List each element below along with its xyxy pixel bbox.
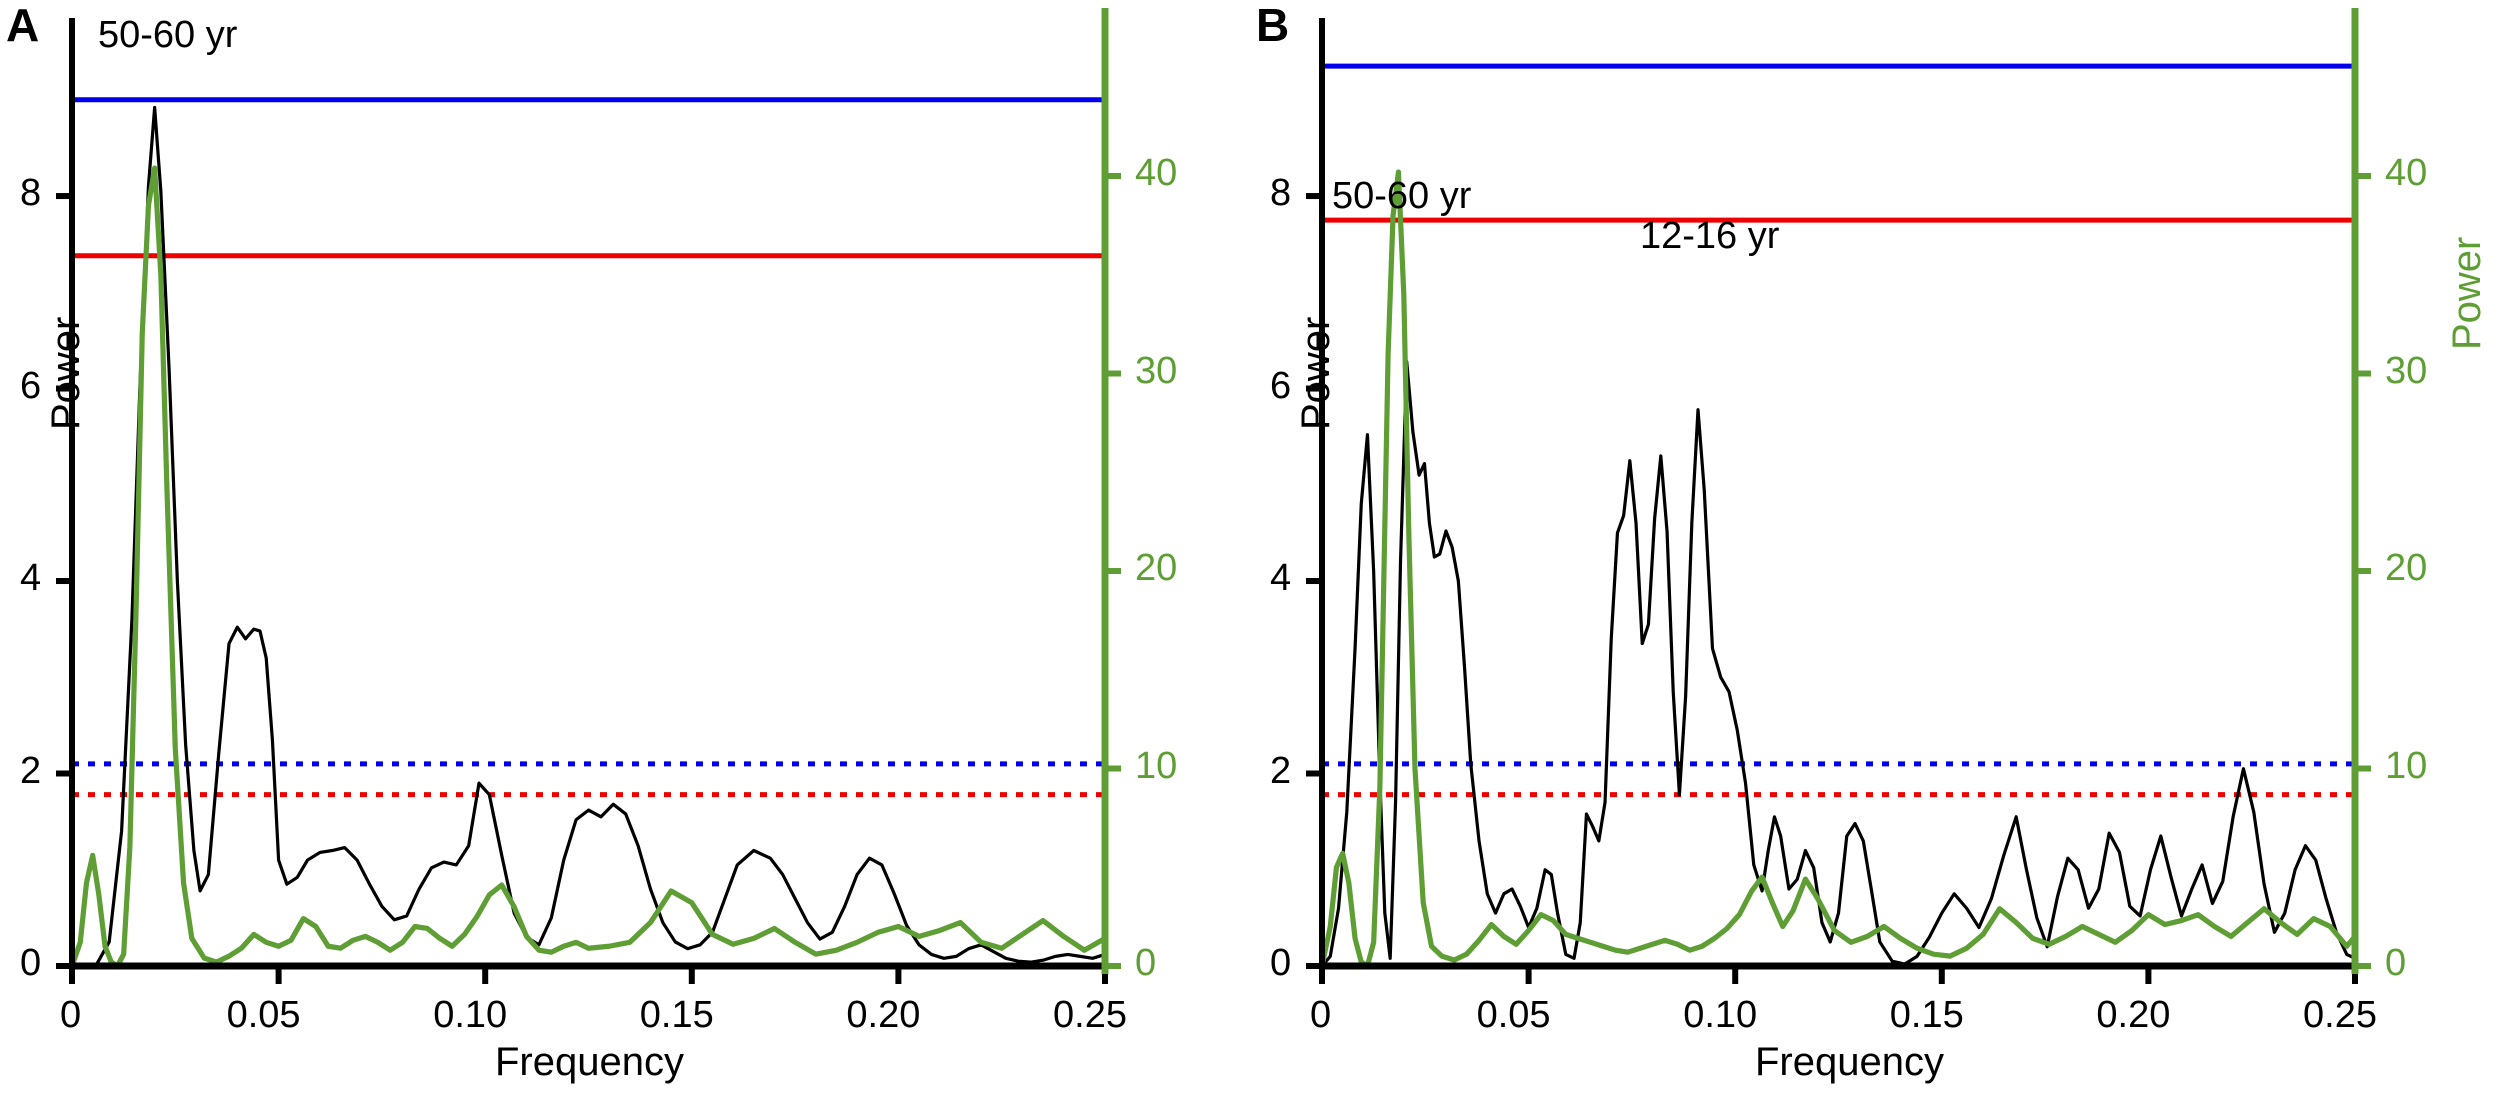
y-right-tick-label: 30	[2385, 349, 2428, 392]
x-tick-label: 0.25	[2303, 994, 2377, 1036]
y-left-tick-label: 8	[20, 172, 42, 215]
x-tick-label: 0	[60, 994, 82, 1036]
x-tick-label: 0.05	[226, 994, 301, 1036]
y-right-tick-label: 40	[2385, 152, 2428, 194]
y-right-tick-label: 10	[2385, 744, 2428, 787]
y-left-tick-label: 6	[20, 364, 42, 407]
y-left-tick-label: 4	[1270, 557, 1292, 600]
y-left-tick-label: 0	[20, 942, 42, 984]
series-green-spectrum	[69, 165, 1108, 969]
x-tick-label: 0.25	[1053, 994, 1127, 1036]
y-right-tick-label: 30	[1135, 349, 1178, 392]
panel-b-y-left-title: Power	[1294, 316, 1338, 430]
x-tick-label: 0	[1310, 994, 1332, 1036]
y-right-tick-label: 40	[1135, 152, 1178, 194]
y-right-tick-label: 10	[1135, 744, 1178, 787]
y-left-tick-label: 0	[1270, 942, 1292, 984]
y-left-tick-label: 4	[20, 557, 42, 600]
y-left-tick-label: 6	[1270, 364, 1292, 407]
x-tick-label: 0.10	[1683, 994, 1758, 1036]
y-left-tick-label: 2	[20, 749, 42, 792]
y-left-tick-label: 2	[1270, 749, 1292, 792]
panel-a-plot	[56, 8, 1121, 984]
x-tick-label: 0.10	[433, 994, 508, 1036]
panel-b-y-right-title: Power	[2445, 236, 2489, 350]
panel-b-plot	[1306, 8, 2371, 984]
y-right-tick-label: 0	[2385, 942, 2407, 984]
panel-a: A Power Frequency 50-60 yr 0 2 4 6 8 0 0.05 0.1…	[6, 0, 1178, 1084]
series-black-spectrum	[1320, 359, 2357, 968]
series-green-spectrum	[1319, 169, 2358, 969]
panel-b-annotation-12-16yr: 12-16 yr	[1640, 215, 1780, 257]
panel-b-x-title: Frequency	[1755, 1040, 1944, 1084]
panel-a-letter: A	[6, 0, 40, 51]
y-right-tick-label: 0	[1135, 942, 1157, 984]
x-tick-label: 0.15	[639, 994, 714, 1036]
panel-b-letter: B	[1256, 0, 1290, 51]
x-tick-label: 0.05	[1476, 994, 1551, 1036]
y-right-tick-label: 20	[2385, 547, 2428, 589]
y-right-tick-label: 20	[1135, 547, 1178, 589]
panel-a-annotation-50-60yr: 50-60 yr	[98, 14, 238, 56]
y-left-tick-label: 8	[1270, 172, 1292, 215]
x-tick-label: 0.20	[2096, 994, 2171, 1036]
panel-b: B Power Power Frequency 50-60 yr 12-16 y…	[1250, 0, 2500, 1118]
x-tick-label: 0.15	[1889, 994, 1964, 1036]
panel-b-annotation-50-60yr: 50-60 yr	[1332, 175, 1472, 217]
panel-a-y-left-title: Power	[44, 316, 88, 430]
panel-a-x-title: Frequency	[495, 1040, 684, 1084]
series-black-spectrum	[70, 105, 1107, 968]
x-tick-label: 0.20	[846, 994, 921, 1036]
